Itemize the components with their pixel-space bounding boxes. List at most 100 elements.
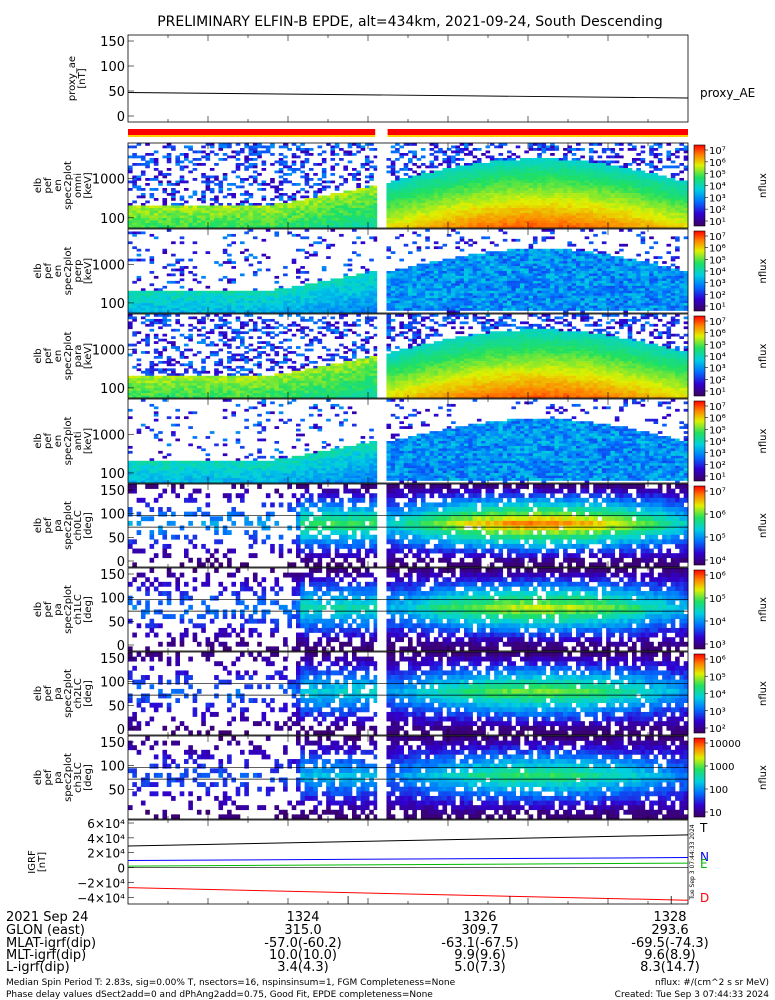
energy-spectrogram-1-cell: [532, 190, 538, 194]
energy-spectrogram-1-cell: [231, 225, 236, 229]
energy-spectrogram-1-cell: [227, 208, 232, 211]
energy-spectrogram-2-cell: [373, 283, 379, 287]
energy-spectrogram-1-cell: [304, 210, 310, 214]
energy-spectrogram-2-cell: [554, 271, 560, 274]
energy-spectrogram-1-cell: [662, 178, 667, 181]
energy-spectrogram-1-cell: [558, 160, 564, 164]
energy-spectrogram-2-cell: [571, 256, 577, 259]
energy-spectrogram-1-cell: [498, 195, 504, 199]
energy-spectrogram-1-cell: [670, 178, 676, 181]
energy-spectrogram-1-cell: [537, 168, 542, 171]
energy-spectrogram-2-cell: [304, 283, 310, 287]
energy-spectrogram-1-cell: [390, 215, 396, 219]
energy-spectrogram-1-cell: [498, 183, 504, 186]
energy-spectrogram-1-cell: [296, 205, 301, 209]
energy-spectrogram-1-cell: [675, 165, 680, 169]
energy-spectrogram-1-cell: [252, 148, 258, 151]
energy-spectrogram-2-cell: [227, 310, 232, 314]
energy-spectrogram-1-cell: [653, 155, 659, 159]
energy-spectrogram-2-cell: [240, 293, 245, 297]
energy-spectrogram-1-cell: [675, 190, 680, 194]
energy-spectrogram-1-cell: [464, 178, 469, 181]
energy-spectrogram-1-cell: [291, 213, 297, 216]
energy-spectrogram-1-cell: [502, 165, 508, 169]
energy-spectrogram-2-cell: [291, 310, 297, 314]
energy-spectrogram-2-cell: [403, 300, 409, 304]
energy-spectrogram-1-cell: [240, 180, 245, 184]
energy-spectrogram-1-cell: [597, 203, 603, 206]
energy-spectrogram-2-cell: [507, 275, 512, 279]
energy-spectrogram-1-cell: [649, 163, 654, 166]
energy-spectrogram-1-cell: [640, 150, 646, 154]
energy-spectrogram-2-cell: [214, 300, 219, 304]
energy-spectrogram-1-cell: [265, 205, 271, 209]
energy-spectrogram-1-cell: [446, 220, 452, 224]
energy-spectrogram-1-cell: [593, 218, 598, 221]
energy-spectrogram-1-cell: [360, 215, 366, 219]
energy-spectrogram-1-cell: [330, 180, 336, 184]
energy-spectrogram-2-cell: [425, 290, 430, 294]
energy-spectrogram-2-cell: [515, 298, 521, 301]
energy-spectrogram-1-cell: [360, 165, 366, 169]
energy-spectrogram-2-cell: [464, 288, 469, 292]
energy-spectrogram-2-cell: [347, 308, 353, 311]
energy-spectrogram-1-cell: [287, 195, 292, 199]
energy-spectrogram-2-cell: [429, 305, 435, 309]
energy-spectrogram-2-cell: [308, 293, 314, 297]
energy-spectrogram-1-cell: [166, 183, 172, 186]
energy-spectrogram-2-cell: [455, 308, 460, 311]
energy-spectrogram-2-cell: [399, 283, 404, 287]
energy-spectrogram-2-cell: [235, 290, 241, 294]
energy-spectrogram-2-cell: [550, 258, 555, 262]
energy-spectrogram-2-cell: [257, 290, 262, 294]
energy-spectrogram-1-cell: [330, 218, 336, 221]
energy-spectrogram-1-cell: [334, 215, 340, 219]
energy-spectrogram-1-cell: [352, 173, 357, 176]
energy-spectrogram-1-cell: [476, 175, 482, 179]
energy-spectrogram-2-cell: [420, 268, 426, 272]
energy-spectrogram-2-cell: [416, 305, 422, 309]
energy-spectrogram-1-cell: [649, 148, 654, 151]
energy-spectrogram-2-cell: [140, 290, 146, 294]
energy-spectrogram-1-cell: [511, 223, 516, 226]
energy-spectrogram-1-cell: [145, 218, 150, 221]
energy-spectrogram-1-cell: [588, 208, 594, 211]
energy-spectrogram-2-cell: [485, 253, 491, 257]
energy-spectrogram-2-cell: [429, 280, 435, 284]
energy-spectrogram-2-cell: [459, 290, 465, 294]
energy-spectrogram-1-cell: [683, 198, 689, 201]
energy-spectrogram-1-cell: [201, 225, 206, 229]
energy-spectrogram-1-cell: [317, 178, 323, 181]
energy-spectrogram-1-cell: [476, 183, 482, 186]
energy-spectrogram-2-cell: [304, 290, 310, 294]
energy-spectrogram-2-cell: [567, 251, 572, 255]
energy-spectrogram-1-cell: [468, 168, 473, 171]
energy-spectrogram-1-cell: [649, 173, 654, 176]
energy-spectrogram-2-cell: [537, 258, 542, 262]
energy-spectrogram-1-cell: [252, 223, 258, 226]
energy-spectrogram-2-cell: [360, 310, 366, 314]
energy-spectrogram-1-cell: [278, 175, 284, 179]
energy-spectrogram-2-cell: [520, 280, 525, 284]
energy-spectrogram-2-cell: [532, 266, 538, 269]
energy-spectrogram-2-cell: [524, 290, 529, 294]
energy-spectrogram-2-cell: [257, 308, 262, 311]
energy-spectrogram-1-cell: [614, 220, 620, 224]
energy-spectrogram-1-cell: [408, 218, 413, 221]
energy-spectrogram-1-cell: [472, 200, 478, 204]
energy-spectrogram-2-cell: [459, 268, 465, 272]
energy-spectrogram-1-cell: [188, 205, 193, 209]
energy-spectrogram-1-cell: [593, 168, 598, 171]
energy-spectrogram-1-cell: [446, 168, 452, 171]
energy-spectrogram-1-cell: [364, 200, 370, 204]
energy-spectrogram-1-cell: [416, 198, 422, 201]
energy-spectrogram-1-cell: [554, 198, 560, 201]
energy-spectrogram-2-cell: [343, 273, 348, 277]
energy-spectrogram-1-cell: [567, 205, 572, 209]
energy-spectrogram-1-cell: [662, 175, 667, 179]
energy-spectrogram-1-cell: [614, 205, 620, 209]
energy-spectrogram-2-cell: [343, 278, 348, 282]
energy-spectrogram-1-cell: [485, 170, 491, 174]
energy-spectrogram-1-cell: [524, 193, 529, 196]
energy-spectrogram-2-cell: [472, 275, 478, 279]
